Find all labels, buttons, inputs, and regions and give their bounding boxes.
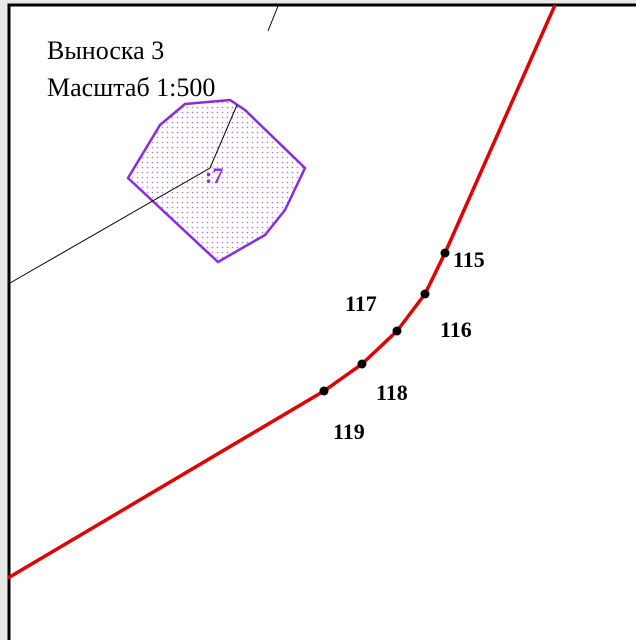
point [357, 359, 367, 369]
point [420, 289, 430, 299]
boundary-points [319, 248, 450, 396]
point-label: 115 [453, 247, 485, 272]
parcel-label: :7 [205, 163, 223, 188]
leader-line [267, 5, 279, 32]
point-label: 118 [376, 380, 408, 405]
parcel [126, 98, 307, 264]
callout-title: Выноска 3 [47, 36, 164, 65]
callout-scale: Масштаб 1:500 [47, 73, 215, 102]
point-label: 117 [345, 291, 377, 316]
point-label: 119 [333, 419, 365, 444]
point-label: 116 [440, 317, 472, 342]
point [319, 386, 329, 396]
point [392, 326, 402, 336]
leader-line [9, 104, 238, 284]
point [440, 248, 450, 258]
frame [7, 3, 636, 640]
